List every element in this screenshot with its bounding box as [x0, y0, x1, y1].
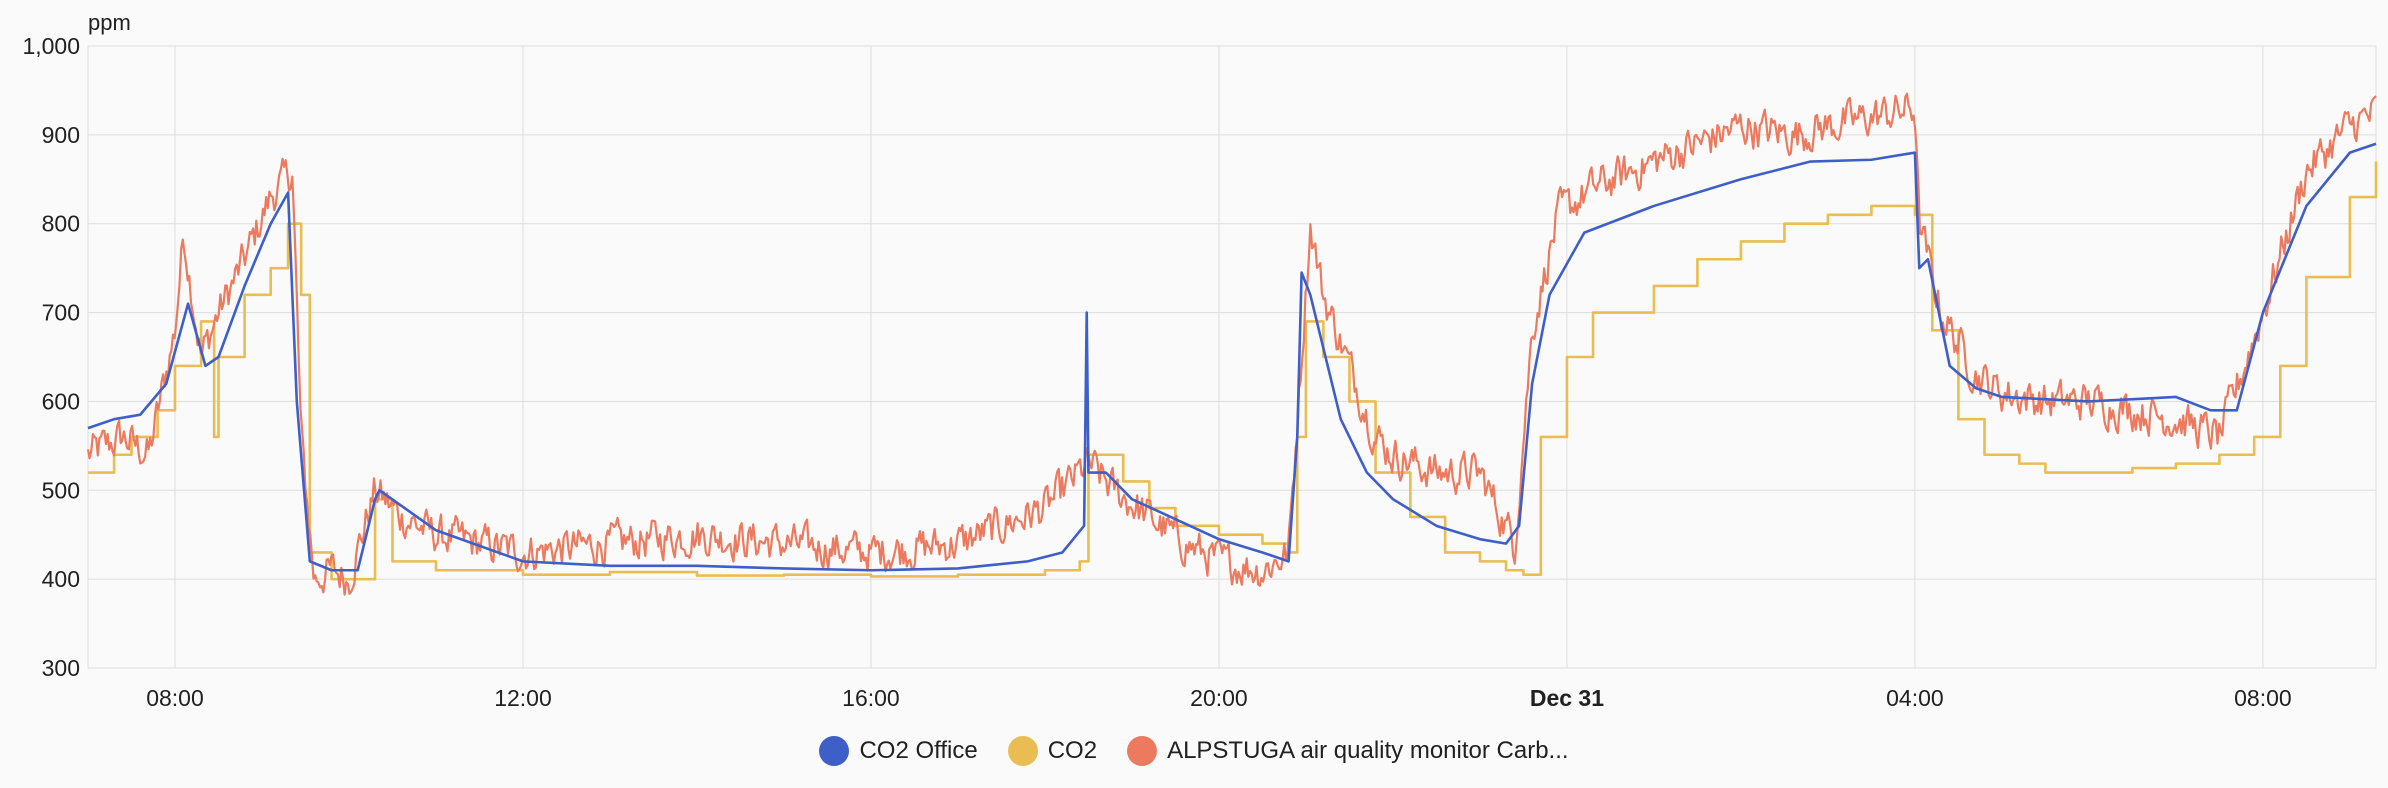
legend-label: CO2 [1047, 737, 1098, 764]
axes: 300 400 500 600 700 800 900 1,000 08:00 12:00 16:0… [22, 33, 2291, 711]
legend-swatch [819, 736, 850, 766]
legend-swatch [1007, 736, 1038, 766]
y-tick-label: 300 [42, 655, 80, 681]
y-tick-label: 400 [42, 566, 80, 592]
x-tick-label: 04:00 [1886, 685, 1944, 711]
y-tick-label: 600 [42, 388, 80, 414]
series-line-1 [88, 161, 2378, 581]
series-line-2 [86, 92, 2377, 596]
legend-item[interactable]: CO2 [1007, 736, 1098, 766]
legend-item[interactable]: CO2 Office [819, 736, 978, 766]
line-chart: 300 400 500 600 700 800 900 1,000 08:00 12:00 16:0… [22, 10, 2378, 711]
y-tick-label: 900 [42, 122, 80, 148]
y-tick-label: 500 [42, 477, 80, 503]
legend-label: CO2 Office [859, 737, 978, 764]
legend-swatch [1127, 736, 1158, 766]
y-tick-label: 800 [42, 211, 80, 237]
legend-item[interactable]: ALPSTUGA air quality monitor Carb... [1127, 736, 1569, 766]
x-tick-label: 08:00 [146, 685, 204, 711]
x-tick-label: 20:00 [1190, 685, 1248, 711]
series-line-0 [87, 142, 2377, 572]
series-lines [86, 92, 2378, 596]
legend-label: ALPSTUGA air quality monitor Carb... [1167, 737, 1569, 764]
y-tick-label: 1,000 [22, 33, 80, 59]
x-tick-label: 08:00 [2234, 685, 2292, 711]
x-tick-label: 12:00 [494, 685, 552, 711]
grid [87, 45, 2377, 669]
y-tick-label: 700 [42, 300, 80, 326]
y-axis-unit-label: ppm [88, 10, 131, 35]
x-tick-label: Dec 31 [1530, 685, 1604, 711]
x-tick-label: 16:00 [842, 685, 900, 711]
legend: CO2 Office CO2 ALPSTUGA air quality monito… [0, 736, 2388, 766]
plot-border [87, 45, 2377, 669]
